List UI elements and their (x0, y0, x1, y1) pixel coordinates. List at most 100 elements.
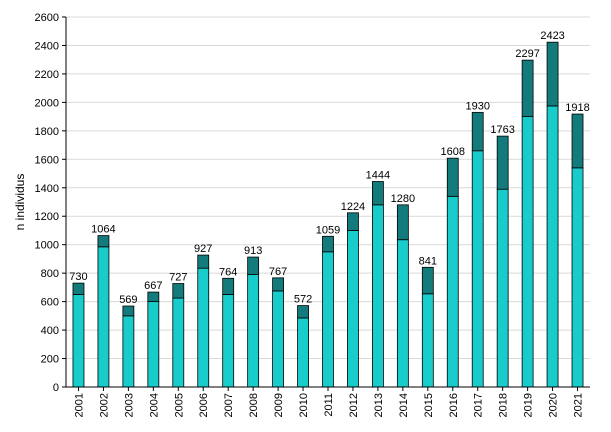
x-tick-label: 2020 (548, 393, 560, 417)
bar-segment-lower-2001 (72, 294, 85, 388)
y-tick-label: 1400 (35, 183, 59, 195)
y-tick-label: 2400 (35, 40, 59, 52)
bar-total-label: 1064 (91, 224, 115, 236)
bar-total-label: 1280 (391, 193, 415, 205)
bar-segment-lower-2011 (322, 251, 334, 388)
y-tick-label: 200 (41, 354, 59, 366)
x-tick-label: 2018 (498, 393, 510, 417)
bar-segment-lower-2005 (172, 297, 185, 388)
y-axis-label: n individus (13, 174, 27, 231)
x-tick-label: 2019 (523, 393, 535, 417)
x-tick-label: 2002 (98, 393, 110, 417)
bar-total-label: 1224 (341, 201, 365, 213)
x-tick-label: 2006 (198, 393, 210, 417)
bar-segment-lower-2013 (372, 204, 384, 388)
y-tick-label: 600 (41, 297, 59, 309)
bar-total-label: 1763 (490, 124, 514, 136)
bar-segment-upper-2009 (272, 277, 284, 292)
bar-segment-upper-2001 (72, 282, 85, 295)
bar-total-label: 764 (219, 266, 237, 278)
bar-total-label: 767 (269, 266, 287, 278)
bar-segment-upper-2004 (147, 291, 160, 303)
x-tick-label: 2001 (73, 393, 85, 417)
bar-segment-lower-2021 (571, 167, 584, 388)
x-tick-label: 2009 (273, 393, 285, 417)
x-tick-label: 2017 (473, 393, 485, 417)
bar-segment-upper-2019 (521, 59, 534, 118)
bar-segment-lower-2017 (471, 150, 484, 388)
y-tick-label: 1600 (35, 154, 59, 166)
x-tick-label: 2013 (373, 393, 385, 417)
x-tick-label: 2011 (323, 393, 335, 417)
bar-segment-lower-2010 (297, 317, 309, 388)
bar-segment-upper-2017 (471, 111, 484, 152)
bar-segment-upper-2020 (546, 41, 559, 107)
bar-total-label: 1608 (441, 146, 465, 158)
bar-segment-lower-2006 (197, 267, 210, 388)
bar-segment-lower-2018 (496, 188, 509, 388)
bar-segment-upper-2003 (122, 305, 135, 317)
y-tick-label: 400 (41, 325, 59, 337)
bar-segment-upper-2018 (496, 135, 509, 190)
y-tick-label: 800 (41, 268, 59, 280)
bar-segment-lower-2015 (421, 293, 434, 388)
bar-segment-lower-2020 (546, 105, 559, 388)
bar-total-label: 572 (294, 294, 312, 306)
x-tick-label: 2010 (298, 393, 310, 417)
y-tick-label: 2000 (35, 97, 59, 109)
bar-segment-lower-2016 (446, 195, 459, 388)
bar-segment-upper-2010 (297, 305, 309, 319)
bar-segment-lower-2014 (396, 239, 409, 388)
bar-segment-upper-2005 (172, 283, 185, 299)
y-tick-label: 0 (53, 382, 59, 394)
bar-segment-lower-2004 (147, 301, 160, 388)
x-tick-label: 2016 (448, 393, 460, 417)
bar-total-label: 727 (169, 272, 187, 284)
bar-segment-upper-2014 (396, 204, 409, 241)
bar-total-label: 927 (194, 243, 212, 255)
bar-segment-upper-2002 (97, 235, 110, 248)
bar-total-label: 667 (144, 280, 162, 292)
bar-segment-lower-2003 (122, 315, 135, 388)
y-tick-label: 1200 (35, 211, 59, 223)
bar-total-label: 1918 (565, 102, 589, 114)
bar-segment-lower-2009 (272, 290, 284, 388)
bar-total-label: 1444 (366, 170, 390, 182)
x-tick-label: 2015 (423, 393, 435, 417)
bar-segment-upper-2013 (372, 181, 384, 206)
x-tick-labels: 2001 2002 2003 2004 2005 2006 2007 2008 2009 2010… (73, 387, 585, 417)
bar-segment-upper-2012 (347, 212, 359, 231)
bar-segment-lower-2019 (521, 116, 534, 388)
bar-total-label: 913 (244, 245, 262, 257)
y-tick-label: 2200 (35, 69, 59, 81)
bar-segment-upper-2007 (222, 277, 235, 295)
bar-segment-lower-2002 (97, 246, 110, 388)
x-tick-label: 2008 (248, 393, 260, 417)
bar-segment-upper-2016 (446, 157, 459, 197)
bar-total-label: 841 (419, 255, 437, 267)
bar-total-label: 730 (69, 271, 87, 283)
bar-segment-upper-2006 (197, 254, 210, 269)
bar-total-label: 2297 (515, 48, 539, 60)
x-tick-label: 2021 (573, 393, 585, 417)
bar-segment-upper-2008 (247, 256, 260, 275)
y-tick-label: 1000 (35, 240, 59, 252)
y-tick-label: 1800 (35, 126, 59, 138)
x-tick-label: 2004 (148, 393, 160, 417)
bar-segment-lower-2007 (222, 294, 235, 388)
x-tick-label: 2012 (348, 393, 360, 417)
bar-segment-lower-2008 (247, 274, 260, 388)
bar-segment-upper-2015 (421, 266, 434, 295)
bar-total-label: 569 (119, 294, 137, 306)
bar-segment-upper-2011 (322, 235, 334, 253)
bars (72, 41, 584, 388)
y-tick-labels: 0 200 400 600 800 1000 1200 1400 1600 1800 2000 220… (35, 12, 66, 394)
x-tick-label: 2014 (398, 393, 410, 417)
bar-total-label: 2423 (540, 30, 564, 42)
bar-segment-upper-2021 (571, 113, 584, 169)
x-tick-label: 2003 (123, 393, 135, 417)
x-tick-label: 2007 (223, 393, 235, 417)
bar-total-label: 1059 (316, 224, 340, 236)
